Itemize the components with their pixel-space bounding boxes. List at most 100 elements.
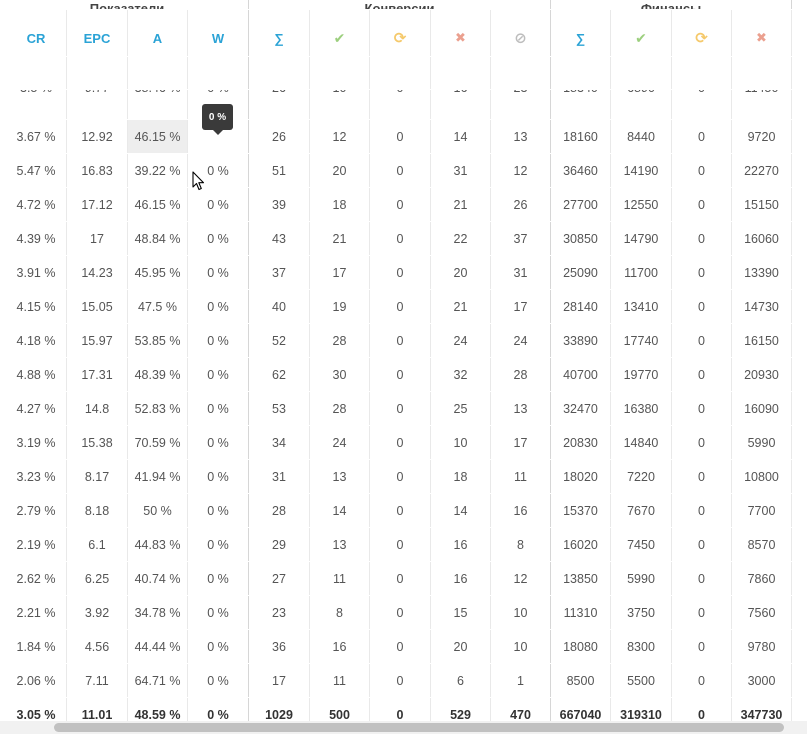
table-cell: 12 — [491, 154, 551, 187]
table-cell: 46.15 % — [128, 188, 188, 221]
column-header-conv_trash[interactable]: ⊘ — [491, 10, 551, 56]
table-cell: 30 — [310, 358, 370, 391]
table-cell: 10 — [491, 596, 551, 629]
table-cell: 38.46 % — [128, 90, 188, 119]
total-cell: 529 — [431, 698, 491, 721]
table-cell: 15370 — [551, 494, 611, 527]
table-cell: 14730 — [732, 290, 792, 323]
table-cell: 0 — [672, 120, 732, 153]
column-header-fin_hold[interactable]: ⟳ — [672, 10, 732, 56]
table-cell: 4.15 % — [6, 290, 67, 323]
table-cell: 8300 — [611, 630, 672, 663]
scrollbar-thumb[interactable] — [54, 723, 784, 732]
table-cell: 0 % — [188, 392, 249, 425]
table-cell: 21 — [431, 188, 491, 221]
table-cell: 13 — [491, 120, 551, 153]
table-cell: 9720 — [732, 120, 792, 153]
spacer-cell — [672, 57, 732, 89]
table-cell: 8.17 — [67, 460, 128, 493]
total-cell: 3.05 % — [6, 698, 67, 721]
table-cell: 12.92 — [67, 120, 128, 153]
table-cell: 10 — [310, 90, 370, 119]
column-header-fin_rejected[interactable]: ✖ — [732, 10, 792, 56]
spacer-cell — [67, 57, 128, 89]
table-cell: 28140 — [551, 290, 611, 323]
total-cell: 48.59 % — [128, 698, 188, 721]
column-header-epc[interactable]: EPC — [67, 10, 128, 56]
table-cell: 13850 — [551, 562, 611, 595]
table-cell: 6.1 — [67, 528, 128, 561]
column-header-a[interactable]: A — [128, 10, 188, 56]
table-cell: 16 — [310, 630, 370, 663]
table-cell: 47.5 % — [128, 290, 188, 323]
table-cell: 11 — [310, 664, 370, 697]
spacer-cell — [188, 57, 249, 89]
table-cell: 44.44 % — [128, 630, 188, 663]
table-cell: 17.31 — [67, 358, 128, 391]
horizontal-scrollbar[interactable] — [0, 721, 807, 734]
table-cell: 17740 — [611, 324, 672, 357]
table-cell: 13 — [491, 392, 551, 425]
table-cell: 13410 — [611, 290, 672, 323]
spacer-cell — [551, 57, 611, 89]
table-cell: 0 % — [188, 188, 249, 221]
table-cell: 43 — [249, 222, 310, 255]
table-cell: 0 — [672, 630, 732, 663]
table-cell: 26 — [249, 120, 310, 153]
table-cell: 0 % — [188, 154, 249, 187]
table-cell: 28 — [310, 324, 370, 357]
table-cell: 31 — [431, 154, 491, 187]
table-cell: 0 % — [188, 290, 249, 323]
table-cell: 40 — [249, 290, 310, 323]
table-cell: 8.18 — [67, 494, 128, 527]
column-header-w[interactable]: W — [188, 10, 249, 56]
table-cell: 0 — [370, 90, 431, 119]
table-cell: 14190 — [611, 154, 672, 187]
column-header-cr[interactable]: CR — [6, 10, 67, 56]
table-cell: 27700 — [551, 188, 611, 221]
table-cell: 0 — [370, 426, 431, 459]
table-cell: 0 % — [188, 562, 249, 595]
table-cell: 0 — [672, 90, 732, 119]
table-cell: 31 — [491, 256, 551, 289]
table-cell: 0 — [370, 460, 431, 493]
table-cell: 11310 — [551, 596, 611, 629]
table-cell: 14790 — [611, 222, 672, 255]
table-cell: 18 — [310, 188, 370, 221]
table-cell: 28 — [310, 392, 370, 425]
spacer-cell — [491, 57, 551, 89]
table-cell: 11700 — [611, 256, 672, 289]
spacer-cell — [310, 57, 370, 89]
column-header-conv_approved[interactable]: ✔ — [310, 10, 370, 56]
table-cell: 18020 — [551, 460, 611, 493]
table-cell: 22 — [431, 222, 491, 255]
table-cell: 0 — [672, 460, 732, 493]
x-icon: ✖ — [756, 30, 767, 45]
table-cell: 17 — [310, 256, 370, 289]
table-cell: 20 — [310, 154, 370, 187]
table-cell: 0 — [370, 358, 431, 391]
spacer-cell — [431, 57, 491, 89]
table-cell: 0 % — [188, 664, 249, 697]
table-cell: 0 — [672, 324, 732, 357]
table-cell: 0 — [672, 358, 732, 391]
table-cell: 7560 — [732, 596, 792, 629]
table-cell: 0 % — [188, 256, 249, 289]
column-header-conv_rejected[interactable]: ✖ — [431, 10, 491, 56]
column-header-fin_approved[interactable]: ✔ — [611, 10, 672, 56]
table-cell: 40.74 % — [128, 562, 188, 595]
table-cell: 0 — [672, 222, 732, 255]
table-cell: 2.62 % — [6, 562, 67, 595]
table-cell: 23 — [491, 90, 551, 119]
table-cell: 28 — [249, 494, 310, 527]
table-cell: 12 — [310, 120, 370, 153]
table-cell: 46.15 % — [128, 120, 188, 153]
spacer-cell — [611, 57, 672, 89]
table-cell: 52.83 % — [128, 392, 188, 425]
table-cell: 26 — [249, 90, 310, 119]
table-cell: 23 — [249, 596, 310, 629]
column-header-fin_total[interactable]: ∑ — [551, 10, 611, 56]
column-header-conv_total[interactable]: ∑ — [249, 10, 310, 56]
table-cell: 8570 — [732, 528, 792, 561]
column-header-conv_hold[interactable]: ⟳ — [370, 10, 431, 56]
